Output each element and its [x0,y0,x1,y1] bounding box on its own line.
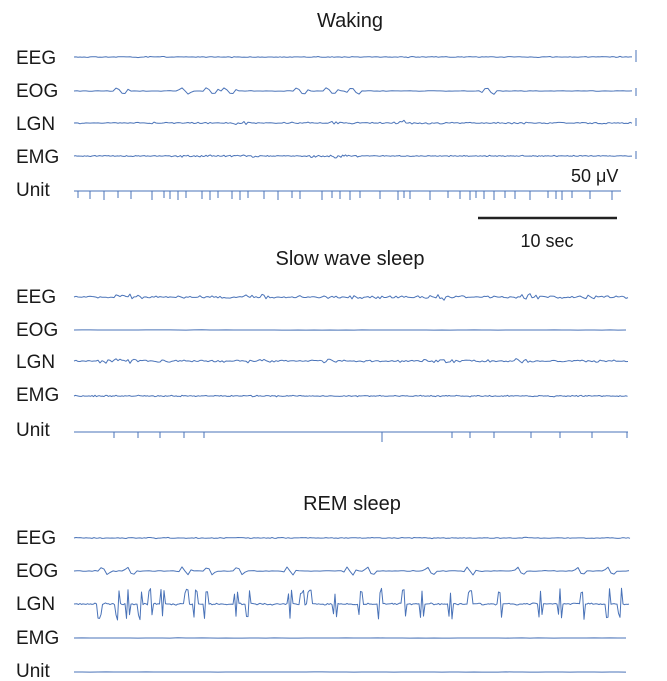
channel-label-lgn-waking: LGN [16,114,55,135]
trace-eeg-waking [73,55,632,59]
trace-lgn-waking [73,119,633,125]
channel-label-unit-waking: Unit [16,180,51,201]
channel-label-eeg-rem: EEG [16,528,56,549]
trace-eog-rem [73,566,630,576]
panel-slow-wave-sleep: Slow wave sleep EEG EOG LGN EMG Unit [16,248,629,442]
channel-label-eog-rem: EOG [16,561,58,582]
channel-label-lgn-sws: LGN [16,352,55,373]
trace-unit-waking [74,190,621,200]
channel-label-eeg-waking: EEG [16,48,56,69]
trace-eog-waking [73,87,633,95]
trace-eeg-sws [73,293,629,301]
trace-emg-waking [73,154,632,159]
panel-waking: Waking EEG EOG LGN EMG Unit [16,10,633,201]
voltage-scale-label: 50 μV [571,166,618,186]
channel-label-eeg-sws: EEG [16,287,56,308]
channel-label-eog-waking: EOG [16,81,58,102]
panel-title-rem-sleep: REM sleep [303,493,401,515]
trace-unit-sws [74,431,628,442]
panel-rem-sleep: REM sleep EEG EOG LGN EMG Unit [16,493,631,681]
trace-lgn-rem [73,587,630,621]
time-scale-label: 10 sec [520,231,573,251]
channel-label-emg-sws: EMG [16,385,59,406]
scale-bars: 50 μV 10 sec [478,50,637,251]
channel-label-eog-sws: EOG [16,320,58,341]
trace-emg-sws [73,394,628,398]
panel-title-waking: Waking [317,10,383,32]
channel-label-emg-waking: EMG [16,147,59,168]
channel-label-lgn-rem: LGN [16,594,55,615]
panel-title-slow-wave-sleep: Slow wave sleep [276,248,425,270]
channel-label-emg-rem: EMG [16,628,59,649]
trace-eeg-rem [73,536,631,540]
channel-label-unit-sws: Unit [16,420,51,441]
trace-lgn-sws [73,358,629,364]
channel-label-unit-rem: Unit [16,661,51,681]
